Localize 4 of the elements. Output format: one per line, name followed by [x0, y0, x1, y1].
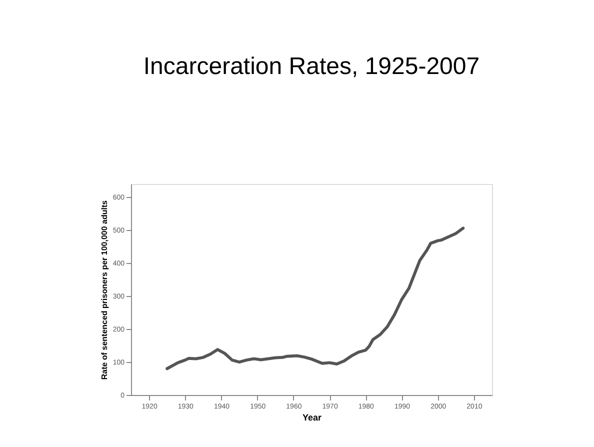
chart-title: Incarceration Rates, 1925-2007	[143, 53, 480, 80]
y-axis-title: Rate of sentenced prisoners per 100,000 adults	[100, 200, 109, 380]
x-axis-title: Year	[302, 412, 322, 422]
line-series	[166, 226, 465, 370]
